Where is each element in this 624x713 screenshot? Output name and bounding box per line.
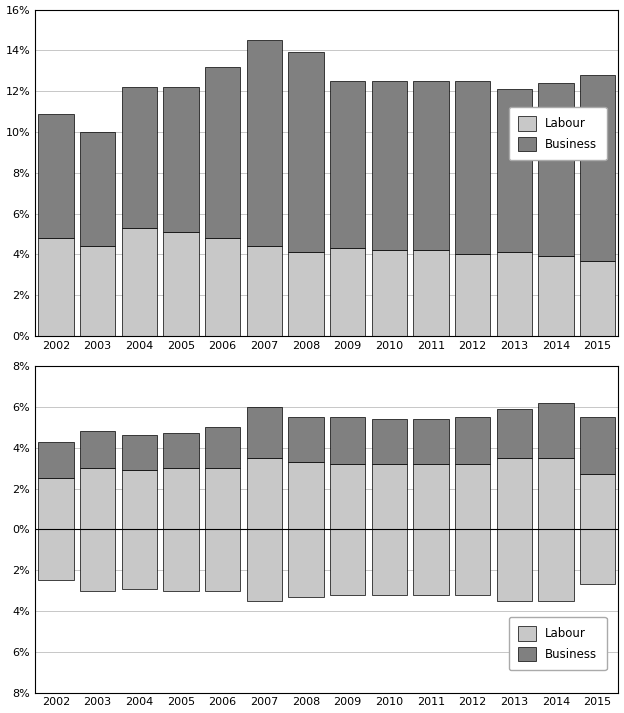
Bar <box>413 529 449 595</box>
Bar <box>38 529 74 580</box>
Bar <box>163 434 198 468</box>
Bar <box>122 87 157 228</box>
Bar <box>80 246 115 336</box>
Bar <box>455 81 490 255</box>
Bar <box>80 431 115 468</box>
Bar <box>372 250 407 336</box>
Bar <box>122 228 157 336</box>
Bar <box>372 81 407 250</box>
Bar <box>205 67 240 238</box>
Bar <box>246 458 282 529</box>
Bar <box>246 407 282 458</box>
Bar <box>372 419 407 464</box>
Bar <box>38 478 74 529</box>
Bar <box>163 468 198 529</box>
Bar <box>580 529 615 585</box>
Bar <box>80 132 115 246</box>
Bar <box>163 529 198 590</box>
Bar <box>38 238 74 336</box>
Bar <box>205 427 240 468</box>
Bar <box>205 529 240 590</box>
Bar <box>580 260 615 336</box>
Bar <box>497 252 532 336</box>
Bar <box>330 81 365 248</box>
Bar <box>455 255 490 336</box>
Bar <box>288 462 324 529</box>
Bar <box>246 529 282 601</box>
Bar <box>80 468 115 529</box>
Bar <box>372 464 407 529</box>
Bar <box>330 464 365 529</box>
Bar <box>497 409 532 458</box>
Bar <box>246 246 282 336</box>
Bar <box>497 458 532 529</box>
Bar <box>455 417 490 464</box>
Bar <box>497 529 532 601</box>
Bar <box>38 441 74 478</box>
Bar <box>330 417 365 464</box>
Bar <box>539 529 573 601</box>
Bar <box>330 529 365 595</box>
Bar <box>539 83 573 257</box>
Bar <box>205 468 240 529</box>
Bar <box>413 81 449 250</box>
Legend: Labour, Business: Labour, Business <box>509 107 607 160</box>
Bar <box>288 252 324 336</box>
Bar <box>413 250 449 336</box>
Bar <box>288 529 324 597</box>
Bar <box>580 417 615 474</box>
Bar <box>38 113 74 238</box>
Bar <box>80 529 115 590</box>
Bar <box>539 257 573 336</box>
Bar <box>580 474 615 529</box>
Bar <box>288 417 324 462</box>
Bar <box>122 470 157 529</box>
Bar <box>288 53 324 252</box>
Bar <box>163 87 198 232</box>
Bar <box>413 464 449 529</box>
Bar <box>539 458 573 529</box>
Bar <box>497 89 532 252</box>
Bar <box>455 464 490 529</box>
Bar <box>372 529 407 595</box>
Bar <box>413 419 449 464</box>
Bar <box>246 40 282 246</box>
Bar <box>330 248 365 336</box>
Bar <box>539 403 573 458</box>
Legend: Labour, Business: Labour, Business <box>509 617 607 670</box>
Bar <box>205 238 240 336</box>
Bar <box>122 436 157 470</box>
Bar <box>455 529 490 595</box>
Bar <box>580 75 615 260</box>
Bar <box>122 529 157 588</box>
Bar <box>163 232 198 336</box>
